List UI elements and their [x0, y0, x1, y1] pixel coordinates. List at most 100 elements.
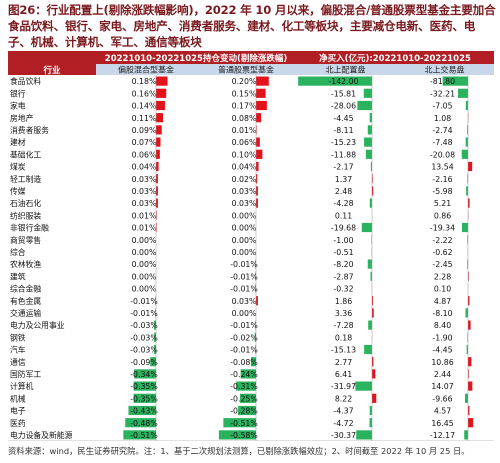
value-label: -0.03% — [130, 321, 158, 330]
value-label: 0.09% — [132, 126, 157, 135]
value-label: 0.11 — [335, 211, 352, 220]
value-label: -30.37 — [331, 431, 356, 440]
table-row: 非银行金融 0.01% 0.00% -19.68 -19.34 — [10, 223, 468, 233]
value-label: -0.48% — [130, 419, 158, 428]
bar — [156, 125, 162, 135]
value-label: -7.28 — [333, 321, 353, 330]
bar — [155, 308, 156, 318]
table-row: 食品饮料 0.18% 0.20% -142.00 -81.80 — [10, 76, 468, 86]
bar — [256, 100, 267, 111]
bar — [465, 308, 468, 318]
column-header: 偏股混合型基金 — [118, 65, 174, 75]
value-label: -1.90 — [432, 333, 452, 342]
bar — [256, 125, 257, 135]
value-label: -7.05 — [432, 102, 452, 111]
value-label: 13.54 — [431, 163, 453, 172]
table-row: 有色金属 -0.01% 0.03% 1.86 4.87 — [10, 296, 470, 306]
bar — [466, 186, 468, 196]
value-label: -4.37 — [333, 407, 353, 416]
value-label: -15.23 — [331, 138, 356, 147]
row-label-header: 行业 — [42, 65, 61, 76]
row-label: 农林牧渔 — [10, 259, 41, 269]
row-label: 医药 — [10, 418, 26, 428]
value-label: 0.15% — [232, 89, 257, 98]
bar — [256, 174, 258, 184]
value-label: -0.09% — [130, 358, 158, 367]
bar — [240, 369, 256, 379]
bar — [468, 369, 469, 379]
bar — [156, 210, 157, 220]
value-label: 0.00% — [232, 248, 257, 257]
table-row: 家电 0.14% 0.17% -28.06 -7.05 — [10, 101, 468, 111]
table-row: 机械 -0.35% -0.25% 8.22 -9.66 — [10, 393, 468, 403]
bar — [372, 393, 377, 403]
bar — [357, 100, 372, 111]
bar — [156, 174, 158, 184]
bar — [256, 198, 258, 208]
table-row: 电子 -0.43% -0.28% -4.37 4.57 — [10, 405, 470, 416]
value-label: -0.01% — [130, 309, 158, 318]
value-label: 0.04% — [132, 163, 157, 172]
table-row: 交通运输 -0.01% 0.00% 3.36 -8.10 — [10, 308, 468, 318]
value-label: 0.03% — [132, 187, 157, 196]
table-row: 计算机 -0.35% -0.31% -31.97 14.07 — [10, 381, 473, 391]
value-label: 0.04% — [232, 163, 257, 172]
value-label: 0.06% — [232, 138, 257, 147]
row-label: 计算机 — [10, 381, 34, 391]
value-label: -20.08 — [430, 150, 455, 159]
bar — [133, 381, 156, 391]
row-label: 通信 — [10, 357, 26, 367]
row-label: 电力及公用事业 — [10, 320, 65, 330]
bar — [154, 332, 156, 342]
value-label: 3.36 — [335, 309, 352, 318]
column-header: 北上交易盘 — [425, 65, 465, 75]
bar — [156, 161, 159, 172]
bar — [468, 161, 473, 172]
column-header: 北上配置盘 — [326, 65, 366, 75]
value-label: -11.88 — [331, 150, 356, 159]
row-label: 消费者服务 — [10, 125, 49, 135]
bar — [468, 357, 472, 367]
value-label: -4.28 — [333, 199, 353, 208]
value-label: -0.32 — [333, 285, 353, 294]
table-row: 钢铁 -0.03% -0.02% 0.18 -1.90 — [10, 332, 468, 342]
bar — [468, 296, 470, 306]
subheader-bg — [96, 64, 494, 75]
bar — [442, 76, 468, 86]
bar — [361, 222, 372, 233]
bar — [369, 198, 372, 208]
table-row: 建材 0.07% 0.06% -15.23 -7.48 — [10, 137, 468, 147]
bar — [155, 296, 156, 306]
bar — [468, 198, 470, 208]
bar — [369, 405, 372, 416]
value-label: 10.86 — [431, 358, 453, 367]
table-row: 纺织服装 0.01% 0.00% 0.11 0.86 — [10, 210, 469, 220]
value-label: -9.66 — [432, 394, 452, 403]
bar — [256, 88, 266, 98]
bar — [467, 235, 468, 245]
bar — [240, 393, 256, 403]
table-row: 房地产 0.11% 0.08% -4.45 1.08 — [10, 113, 469, 123]
value-label: 14.07 — [431, 382, 453, 391]
value-label: 0.00% — [132, 285, 157, 294]
bar — [372, 357, 374, 367]
bar — [154, 320, 156, 330]
value-label: 0.00% — [132, 272, 157, 281]
value-label: 8.22 — [335, 394, 352, 403]
bar — [372, 174, 373, 184]
value-label: 0.03% — [232, 297, 257, 306]
value-label: -0.31% — [230, 382, 258, 391]
value-label: 0.86 — [434, 211, 451, 220]
row-label: 综合金融 — [10, 284, 41, 294]
bar — [369, 113, 372, 123]
value-label: 2.77 — [335, 358, 352, 367]
value-label: -31.97 — [331, 382, 356, 391]
value-label: -0.28% — [230, 407, 258, 416]
bar — [134, 369, 156, 379]
bar — [156, 113, 164, 123]
value-label: -0.01% — [230, 321, 258, 330]
row-label: 基础化工 — [10, 149, 41, 159]
bar — [255, 283, 256, 294]
bar — [223, 418, 256, 428]
header-bg — [8, 51, 494, 64]
